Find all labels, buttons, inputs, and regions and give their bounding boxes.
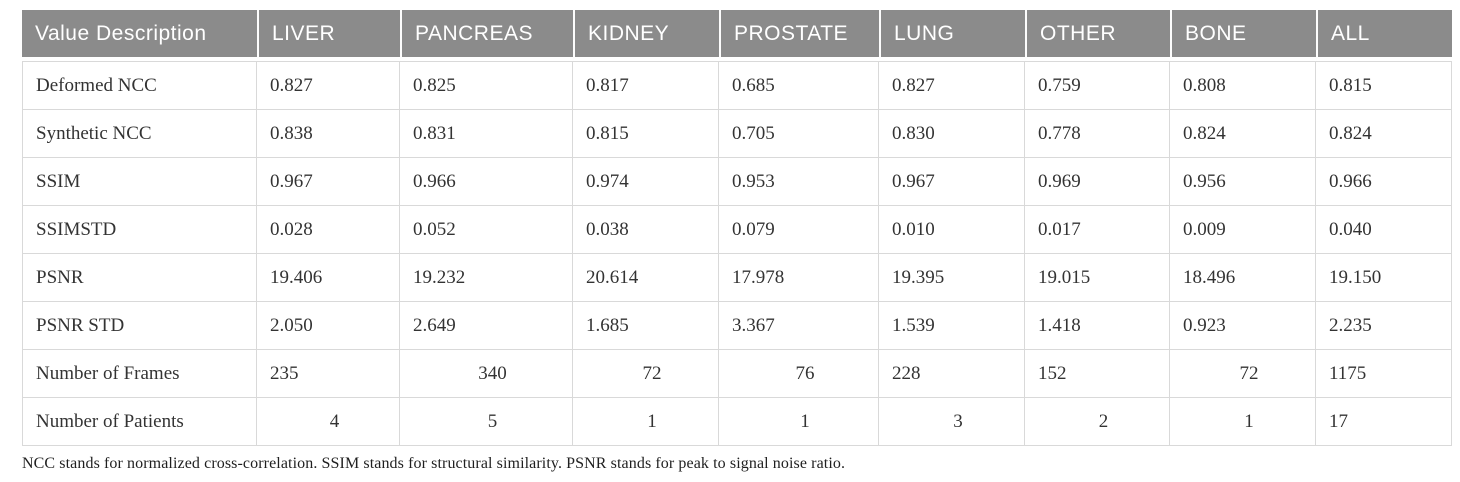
- table-cell: 152: [1025, 350, 1170, 398]
- table-cell: 0.967: [879, 158, 1025, 206]
- table-footnote: NCC stands for normalized cross-correlat…: [22, 455, 846, 472]
- table-cell: 19.015: [1025, 254, 1170, 302]
- table-cell: 0.705: [719, 110, 879, 158]
- table-cell: 340: [400, 350, 573, 398]
- table-cell: 1: [719, 398, 879, 446]
- table-cell: 0.966: [400, 158, 573, 206]
- table-cell: 0.824: [1316, 110, 1452, 158]
- table-cell: 0.815: [1316, 61, 1452, 110]
- table-cell: 17: [1316, 398, 1452, 446]
- table-cell: 1175: [1316, 350, 1452, 398]
- table-cell: 0.817: [573, 61, 719, 110]
- table-cell: 19.406: [257, 254, 400, 302]
- table-cell: 1: [1170, 398, 1316, 446]
- table-cell: 1.685: [573, 302, 719, 350]
- table-cell: 1.539: [879, 302, 1025, 350]
- column-header-kidney: KIDNEY: [573, 10, 719, 61]
- table-cell: 19.150: [1316, 254, 1452, 302]
- table-cell: 228: [879, 350, 1025, 398]
- table-row: Number of Patients 4 5 1 1 3 2 1 17: [22, 398, 1452, 446]
- column-header-bone: BONE: [1170, 10, 1316, 61]
- column-header-pancreas: PANCREAS: [400, 10, 573, 61]
- table-cell: 2.235: [1316, 302, 1452, 350]
- table-cell: 72: [573, 350, 719, 398]
- row-label: Synthetic NCC: [22, 110, 257, 158]
- table-cell: 0.759: [1025, 61, 1170, 110]
- table-cell: 0.825: [400, 61, 573, 110]
- table-cell: 0.953: [719, 158, 879, 206]
- table-cell: 19.395: [879, 254, 1025, 302]
- column-header-lung: LUNG: [879, 10, 1025, 61]
- row-label: SSIMSTD: [22, 206, 257, 254]
- table-cell: 0.808: [1170, 61, 1316, 110]
- table-cell: 17.978: [719, 254, 879, 302]
- row-label: Number of Frames: [22, 350, 257, 398]
- table-cell: 1.418: [1025, 302, 1170, 350]
- table-cell: 3.367: [719, 302, 879, 350]
- column-header-value-description: Value Description: [22, 10, 257, 61]
- row-label: PSNR: [22, 254, 257, 302]
- table-cell: 0.969: [1025, 158, 1170, 206]
- table-header: Value Description LIVER PANCREAS KIDNEY …: [22, 10, 1452, 61]
- row-label: Deformed NCC: [22, 61, 257, 110]
- table-row: Synthetic NCC 0.838 0.831 0.815 0.705 0.830 0.…: [22, 110, 1452, 158]
- table-cell: 0.967: [257, 158, 400, 206]
- table-cell: 2: [1025, 398, 1170, 446]
- table-row: Deformed NCC 0.827 0.825 0.817 0.685 0.827 0.7…: [22, 61, 1452, 110]
- table-cell: 0.009: [1170, 206, 1316, 254]
- table-cell: 0.815: [573, 110, 719, 158]
- header-row: Value Description LIVER PANCREAS KIDNEY …: [22, 10, 1452, 61]
- table-cell: 0.778: [1025, 110, 1170, 158]
- table-cell: 0.010: [879, 206, 1025, 254]
- table-cell: 0.052: [400, 206, 573, 254]
- table-cell: 4: [257, 398, 400, 446]
- table-row: Number of Frames 235 340 72 76 228 152 72 1175: [22, 350, 1452, 398]
- table-cell: 0.040: [1316, 206, 1452, 254]
- table-cell: 5: [400, 398, 573, 446]
- table-cell: 0.685: [719, 61, 879, 110]
- table-cell: 0.079: [719, 206, 879, 254]
- table-cell: 0.038: [573, 206, 719, 254]
- table-cell: 2.649: [400, 302, 573, 350]
- metrics-table: Value Description LIVER PANCREAS KIDNEY …: [22, 10, 1452, 446]
- table-cell: 0.956: [1170, 158, 1316, 206]
- column-header-prostate: PROSTATE: [719, 10, 879, 61]
- table-cell: 0.827: [879, 61, 1025, 110]
- table-row: SSIM 0.967 0.966 0.974 0.953 0.967 0.969 0.956 0…: [22, 158, 1452, 206]
- table-cell: 0.831: [400, 110, 573, 158]
- table-cell: 0.017: [1025, 206, 1170, 254]
- column-header-other: OTHER: [1025, 10, 1170, 61]
- column-header-all: ALL: [1316, 10, 1452, 61]
- table-cell: 19.232: [400, 254, 573, 302]
- table-cell: 0.028: [257, 206, 400, 254]
- table-row: PSNR 19.406 19.232 20.614 17.978 19.395 19.015…: [22, 254, 1452, 302]
- table-cell: 0.923: [1170, 302, 1316, 350]
- column-header-liver: LIVER: [257, 10, 400, 61]
- table-cell: 76: [719, 350, 879, 398]
- table-cell: 18.496: [1170, 254, 1316, 302]
- table-cell: 2.050: [257, 302, 400, 350]
- table-cell: 0.824: [1170, 110, 1316, 158]
- row-label: PSNR STD: [22, 302, 257, 350]
- table-body: Deformed NCC 0.827 0.825 0.817 0.685 0.827 0.7…: [22, 61, 1452, 446]
- table-cell: 72: [1170, 350, 1316, 398]
- table-row: SSIMSTD 0.028 0.052 0.038 0.079 0.010 0.017 0.0…: [22, 206, 1452, 254]
- row-label: Number of Patients: [22, 398, 257, 446]
- table-row: PSNR STD 2.050 2.649 1.685 3.367 1.539 1.418 0.…: [22, 302, 1452, 350]
- table-cell: 0.838: [257, 110, 400, 158]
- row-label: SSIM: [22, 158, 257, 206]
- table-cell: 3: [879, 398, 1025, 446]
- table-cell: 0.830: [879, 110, 1025, 158]
- table-cell: 0.827: [257, 61, 400, 110]
- table-cell: 0.966: [1316, 158, 1452, 206]
- table-cell: 0.974: [573, 158, 719, 206]
- table-cell: 235: [257, 350, 400, 398]
- table-cell: 1: [573, 398, 719, 446]
- table-cell: 20.614: [573, 254, 719, 302]
